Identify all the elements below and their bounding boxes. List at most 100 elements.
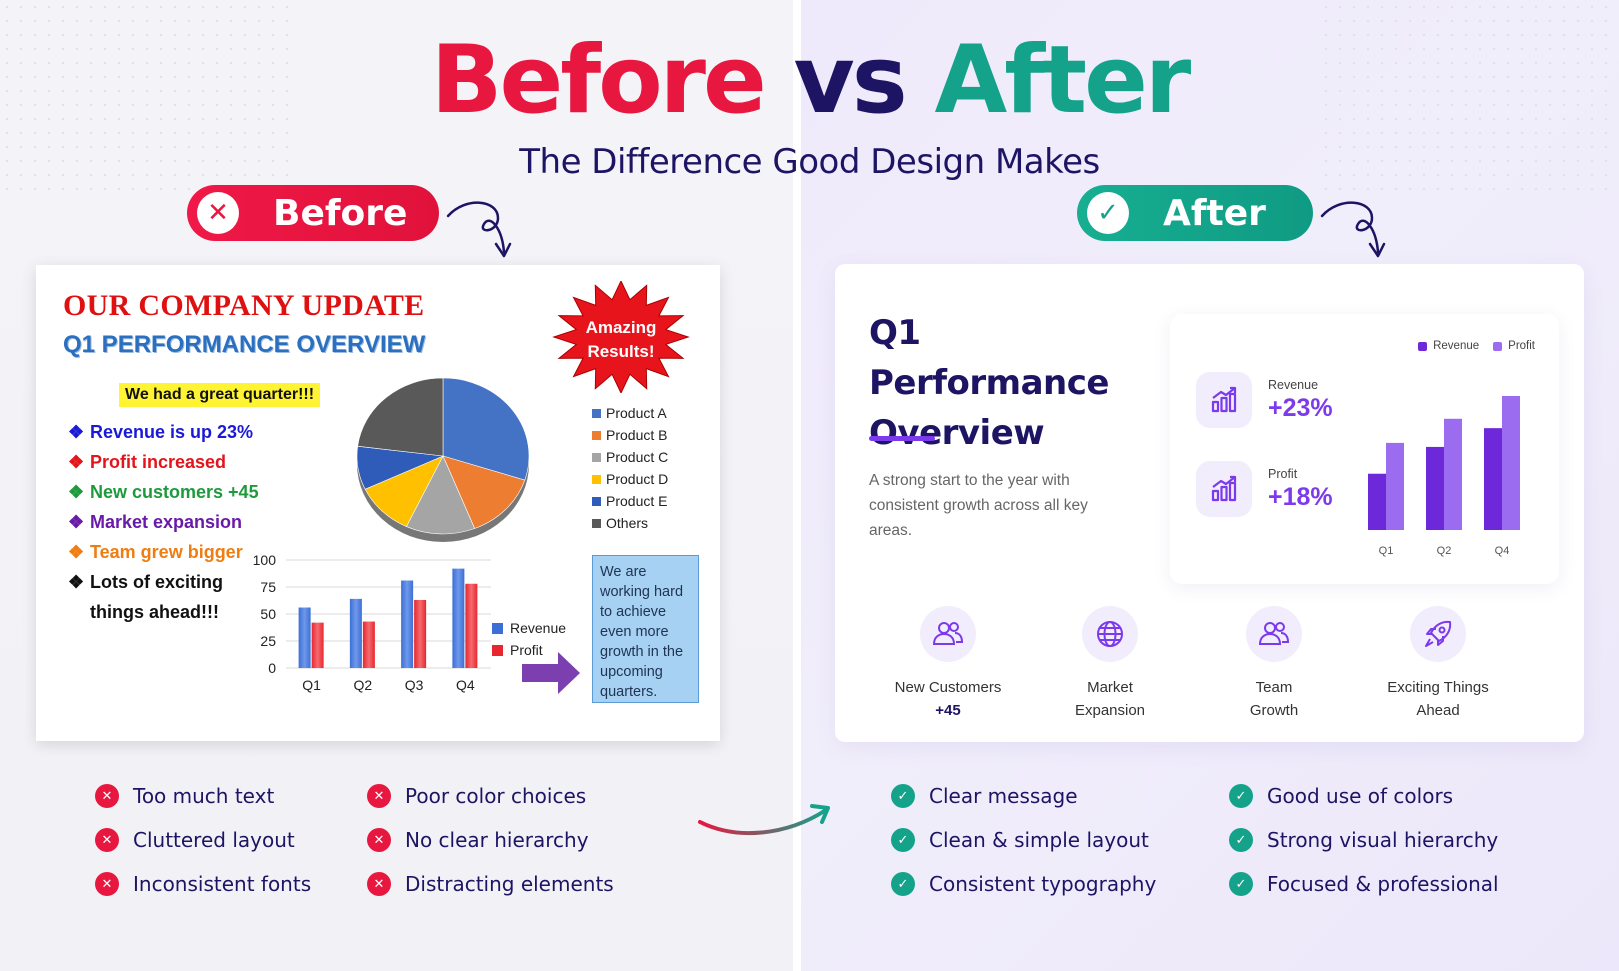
bullet-text: New customers +45 — [90, 482, 259, 502]
burst-line-2: Results! — [587, 342, 654, 361]
pie-slice — [442, 455, 526, 529]
clean-bar-chart: Q1 Q2 Q4 — [1368, 396, 1520, 557]
bullet-item: things ahead!!! — [68, 597, 259, 627]
feature-market-expansion: Market Expansion — [1030, 606, 1190, 722]
list-item-text: Inconsistent fonts — [133, 872, 312, 896]
pie-slice — [442, 377, 530, 481]
after-label: ✓ After — [1077, 185, 1313, 241]
center-divider — [793, 0, 801, 971]
list-item-text: Focused & professional — [1267, 872, 1499, 896]
list-item-text: Clean & simple layout — [929, 828, 1149, 852]
feature-label: Exciting Things — [1387, 679, 1489, 696]
y-tick-label: 50 — [260, 606, 276, 622]
feature-label: Growth — [1249, 702, 1299, 719]
diamond-bullet-icon: ❖ — [68, 542, 85, 562]
legend-swatch — [492, 622, 503, 634]
check-circle-icon: ✓ — [891, 784, 915, 808]
legend-swatch — [592, 408, 601, 418]
list-item-text: Good use of colors — [1267, 784, 1454, 808]
feature-label: New Customers — [894, 679, 1002, 696]
list-item-text: No clear hierarchy — [405, 828, 589, 852]
close-icon: ✕ — [197, 192, 239, 234]
x-tick-label: Q3 — [405, 677, 424, 693]
legend-swatch — [592, 452, 601, 462]
bar-profit — [1386, 442, 1404, 530]
bullet-item: ❖ Revenue is up 23% — [68, 417, 259, 447]
bullet-item: ❖ Market expansion — [68, 507, 259, 537]
bullet-text: Profit increased — [90, 452, 227, 472]
cons-list-2: ✕ Poor color choices ✕ No clear hierarchy ✕ D… — [367, 774, 614, 906]
bar-revenue — [452, 568, 465, 668]
after-title-line-2: Overview — [869, 413, 1045, 453]
x-tick-label: Q4 — [456, 677, 475, 693]
accent-line — [869, 436, 935, 441]
dot-pattern — [0, 0, 300, 200]
after-description: A strong start to the year with consiste… — [869, 472, 1088, 539]
bar-legend-item: Revenue — [492, 617, 566, 639]
cons-list-1: ✕ Too much text ✕ Cluttered layout ✕ Inconsis… — [95, 774, 311, 906]
pie-slice — [357, 377, 444, 457]
arrow-right-icon — [522, 652, 580, 694]
x-circle-icon: ✕ — [367, 784, 391, 808]
x-tick-label: Q2 — [354, 677, 373, 693]
users-icon — [920, 606, 976, 662]
legend-label: Others — [606, 515, 649, 531]
legend-revenue: Revenue — [1418, 340, 1479, 352]
bar-profit — [1502, 396, 1520, 530]
list-item: ✕ No clear hierarchy — [367, 818, 614, 862]
list-item: ✓ Strong visual hierarchy — [1229, 818, 1499, 862]
feature-label: Market — [1087, 679, 1133, 696]
y-tick-label: 0 — [268, 660, 276, 676]
x-circle-icon: ✕ — [367, 828, 391, 852]
bar-legend-item: Profit — [492, 639, 566, 661]
feature-exciting-things: Exciting Things Ahead — [1358, 606, 1518, 722]
transition-arrow-icon — [698, 804, 830, 836]
x-tick-label: Q1 — [1379, 545, 1394, 557]
pie-legend-item: Others — [592, 512, 668, 534]
diamond-bullet-icon: ❖ — [68, 512, 85, 532]
list-item: ✓ Consistent typography — [891, 862, 1156, 906]
note-box: We are working hard to achieve even more… — [592, 555, 699, 703]
kpi-label: Revenue — [1268, 377, 1319, 392]
bar-chart: 0 25 50 75 100 Q1 Q2 Q3 Q4 — [253, 552, 491, 693]
bar-revenue — [349, 598, 362, 668]
list-item-text: Too much text — [133, 784, 275, 808]
list-item-text: Strong visual hierarchy — [1267, 828, 1499, 852]
list-item-text: Clear message — [929, 784, 1078, 808]
x-circle-icon: ✕ — [367, 872, 391, 896]
bar-chart-icon — [1196, 461, 1252, 517]
legend-label: Product A — [606, 405, 667, 421]
pie-chart — [356, 377, 530, 542]
pie-slice — [405, 455, 476, 535]
y-tick-label: 75 — [260, 579, 276, 595]
before-bullet-list: ❖ Revenue is up 23% ❖ Profit increased ❖ New … — [68, 417, 259, 627]
bar-revenue — [1426, 446, 1444, 530]
pie-legend-item: Product E — [592, 490, 668, 512]
bullet-item: ❖ Team grew bigger — [68, 537, 259, 567]
list-item: ✕ Distracting elements — [367, 862, 614, 906]
title-after: After — [934, 26, 1192, 135]
feature-label: Team — [1255, 679, 1293, 696]
bar-chart-icon — [1196, 372, 1252, 428]
before-slide: OUR COMPANY UPDATE Q1 PERFORMANCE OVERVI… — [36, 265, 720, 741]
legend-swatch — [592, 518, 601, 528]
bar-profit — [362, 621, 375, 668]
list-item-text: Poor color choices — [405, 784, 587, 808]
page-subtitle: The Difference Good Design Makes — [519, 142, 1100, 182]
list-item-text: Cluttered layout — [133, 828, 295, 852]
check-circle-icon: ✓ — [1229, 828, 1253, 852]
title-vs: vs — [793, 26, 908, 135]
x-circle-icon: ✕ — [95, 784, 119, 808]
pie-legend-item: Product B — [592, 424, 668, 446]
bar-revenue — [1484, 428, 1502, 530]
legend-label: Product D — [606, 471, 669, 487]
bullet-item: ❖ Profit increased — [68, 447, 259, 477]
before-slide-title: OUR COMPANY UPDATE — [63, 289, 425, 322]
x-circle-icon: ✕ — [95, 828, 119, 852]
after-slide: Q1 Performance Overview A strong start t… — [835, 264, 1584, 742]
burst-line-1: Amazing — [586, 318, 657, 337]
kpi-profit: Profit +18% — [1196, 461, 1333, 517]
bar-revenue — [298, 607, 311, 668]
starburst-badge: Amazing Results! — [552, 281, 690, 393]
feature-team-growth: Team Growth — [1194, 606, 1354, 722]
